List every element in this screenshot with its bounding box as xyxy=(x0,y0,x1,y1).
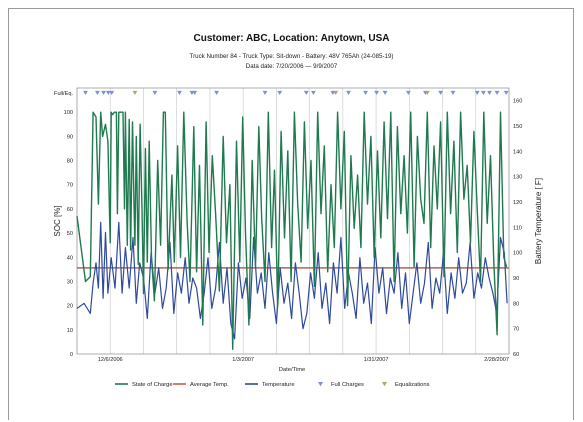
chart-border xyxy=(8,8,574,420)
full-charge-marker xyxy=(406,90,411,96)
legend-label: State of Charge xyxy=(132,382,173,388)
full-charge-marker xyxy=(503,90,509,96)
x-tick-label: 1/31/2007 xyxy=(364,357,389,363)
y-right-tick-label: 120 xyxy=(513,200,522,206)
full-charge-marker xyxy=(363,90,368,96)
full-charge-marker xyxy=(277,90,283,96)
full-charge-marker xyxy=(481,90,486,96)
y-right-axis: 60 70 80 90 100 110 120 130 140 150 160 xyxy=(513,99,522,358)
chart-legend: State of Charge Average Temp. Temperature F… xyxy=(115,382,430,388)
y-left-tick-label: 60 xyxy=(67,207,73,213)
y-right-tick-label: 90 xyxy=(513,276,519,282)
full-charge-marker xyxy=(346,90,351,96)
full-charge-marker xyxy=(152,90,158,96)
full-charge-marker xyxy=(382,90,388,96)
full-charge-marker xyxy=(311,90,316,96)
full-charge-marker xyxy=(177,90,182,96)
full-charge-marker xyxy=(374,90,379,96)
full-charge-marker xyxy=(214,90,219,96)
y-left-tick-label: 20 xyxy=(67,304,73,310)
y-right-tick-label: 150 xyxy=(513,124,522,130)
event-markers xyxy=(83,90,509,96)
y-left-tick-label: 10 xyxy=(67,328,73,334)
full-charge-marker xyxy=(450,90,456,96)
legend-label: Equalizations xyxy=(395,382,430,388)
full-charge-marker xyxy=(192,90,198,96)
state-of-charge-line xyxy=(76,111,508,350)
full-charge-marker xyxy=(438,90,443,96)
y-right-axis-label: Battery Temperature [ F] xyxy=(534,178,543,264)
legend-label: Temperature xyxy=(262,382,295,388)
y-left-tick-label: 50 xyxy=(67,231,73,237)
y-left-tick-label: 40 xyxy=(67,255,73,261)
x-tick-label: 1/3/2007 xyxy=(232,357,254,363)
full-charge-marker xyxy=(487,90,492,96)
y-left-tick-label: 70 xyxy=(67,183,73,189)
y-left-top-label: Full/Eq. xyxy=(54,91,73,97)
chart-title: Customer: ABC, Location: Anytown, USA xyxy=(194,33,390,44)
y-left-tick-label: 0 xyxy=(70,352,73,358)
full-charge-marker xyxy=(101,90,106,96)
x-tick-label: 2/28/2007 xyxy=(484,357,509,363)
y-right-tick-label: 100 xyxy=(513,251,522,257)
full-charge-marker xyxy=(494,90,500,96)
y-right-tick-label: 60 xyxy=(513,352,519,358)
full-charge-marker xyxy=(262,90,268,96)
legend-label: Full Charges xyxy=(331,382,364,388)
chart-subtitle-line2: Data date: 7/20/2006 — 9/9/2007 xyxy=(246,63,338,70)
full-charge-marker xyxy=(303,90,309,96)
y-left-axis: 0 10 20 30 40 50 60 70 80 90 100 Full/Eq. xyxy=(54,91,73,358)
y-right-tick-label: 70 xyxy=(513,327,519,333)
full-charge-marker xyxy=(95,90,100,96)
full-charge-marker xyxy=(109,90,115,96)
y-left-tick-label: 100 xyxy=(64,110,73,116)
y-right-tick-label: 80 xyxy=(513,301,519,307)
y-right-tick-label: 130 xyxy=(513,175,522,181)
legend-label: Average Temp. xyxy=(190,382,229,388)
equalization-marker xyxy=(424,90,430,96)
y-right-tick-label: 110 xyxy=(513,225,522,231)
y-left-tick-label: 30 xyxy=(67,279,73,285)
soc-layer xyxy=(76,111,508,350)
y-left-tick-label: 80 xyxy=(67,159,73,165)
equalization-marker xyxy=(333,90,339,96)
x-tick-label: 12/6/2006 xyxy=(98,357,123,363)
full-charge-marker xyxy=(83,90,88,96)
y-right-tick-label: 160 xyxy=(513,99,522,105)
x-axis: 12/6/2006 1/3/2007 1/31/2007 2/28/2007 xyxy=(98,357,509,363)
y-left-axis-label: SOC [%] xyxy=(53,205,62,236)
full-charge-marker xyxy=(105,90,111,96)
y-left-tick-label: 90 xyxy=(67,134,73,140)
chart-subtitle-line1: Truck Number 84 - Truck Type: Sit-down -… xyxy=(190,53,394,60)
full-charge-marker xyxy=(474,90,480,96)
equalization-marker xyxy=(132,90,138,96)
x-axis-label: Date/Time xyxy=(279,367,306,373)
legend-swatch xyxy=(382,382,387,387)
legend-swatch xyxy=(318,382,323,387)
y-right-tick-label: 140 xyxy=(513,149,522,155)
